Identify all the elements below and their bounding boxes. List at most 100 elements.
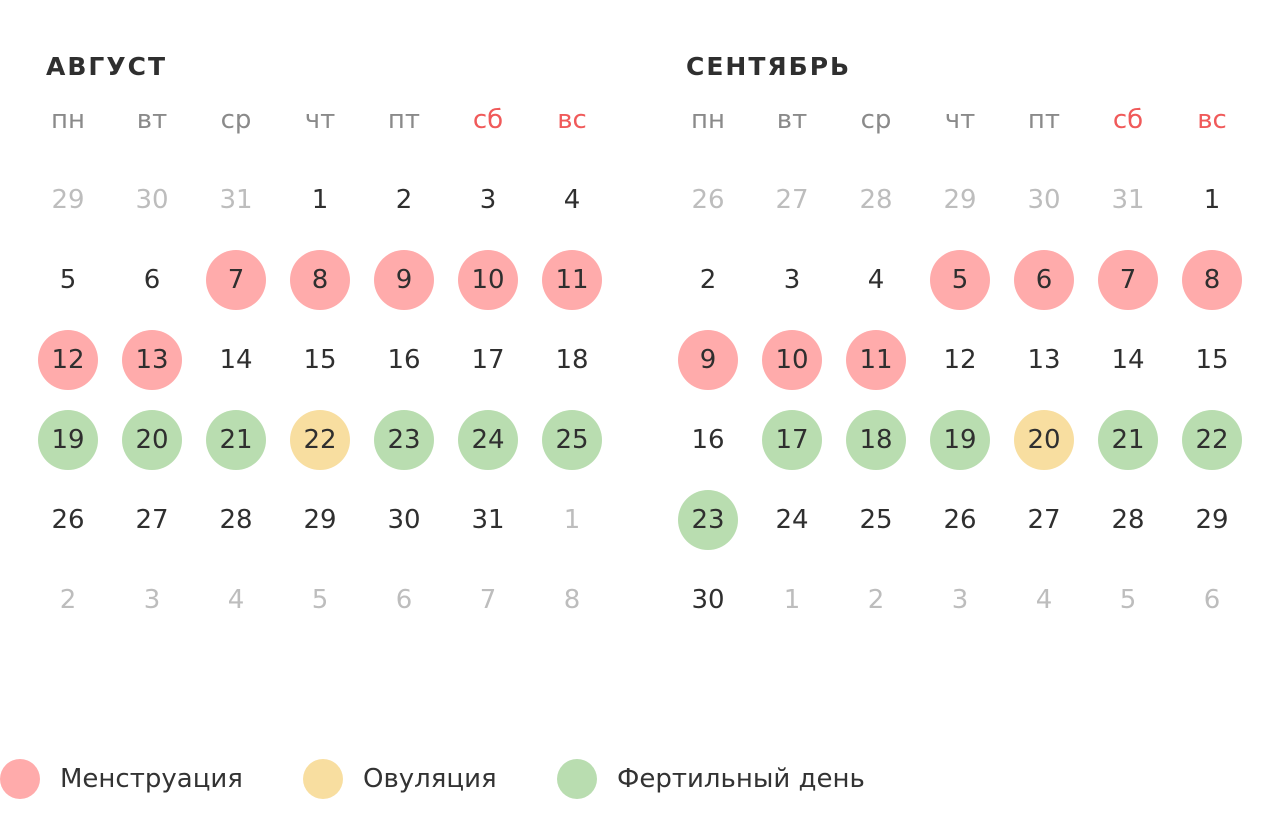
day-cell-fertile[interactable]: 23 [666,480,750,560]
day-cell[interactable]: 29 [1170,480,1254,560]
day-cell[interactable]: 6 [110,240,194,320]
day-cell-menstruation[interactable]: 5 [918,240,1002,320]
legend-label-ovulation: Овуляция [363,764,497,794]
day-cell[interactable]: 26 [26,480,110,560]
day-cell-fertile[interactable]: 21 [194,400,278,480]
day-cell-other-month[interactable]: 3 [110,560,194,640]
legend-label-menstruation: Менструация [60,764,243,794]
day-cell-other-month[interactable]: 5 [278,560,362,640]
day-number: 1 [783,585,801,615]
day-cell-other-month[interactable]: 4 [194,560,278,640]
day-cell-menstruation[interactable]: 10 [446,240,530,320]
day-cell-fertile[interactable]: 24 [446,400,530,480]
day-cell[interactable]: 4 [834,240,918,320]
day-cell-menstruation[interactable]: 6 [1002,240,1086,320]
day-cell-other-month[interactable]: 30 [1002,160,1086,240]
day-cell-menstruation[interactable]: 11 [530,240,614,320]
day-cell[interactable]: 3 [446,160,530,240]
day-cell-menstruation[interactable]: 9 [666,320,750,400]
day-cell-menstruation[interactable]: 13 [110,320,194,400]
day-cell-other-month[interactable]: 26 [666,160,750,240]
day-cell-other-month[interactable]: 31 [1086,160,1170,240]
day-cell[interactable]: 1 [278,160,362,240]
day-cell[interactable]: 2 [666,240,750,320]
day-cell-ovulation[interactable]: 22 [278,400,362,480]
legend-item-fertile: Фертильный день [557,758,865,800]
day-cell-menstruation[interactable]: 8 [1170,240,1254,320]
day-cell-fertile[interactable]: 19 [26,400,110,480]
day-number: 7 [206,250,266,310]
day-cell-menstruation[interactable]: 12 [26,320,110,400]
day-cell-other-month[interactable]: 2 [26,560,110,640]
day-cell-other-month[interactable]: 1 [750,560,834,640]
day-cell-other-month[interactable]: 29 [26,160,110,240]
day-cell[interactable]: 14 [1086,320,1170,400]
day-cell-menstruation[interactable]: 8 [278,240,362,320]
day-cell-fertile[interactable]: 18 [834,400,918,480]
day-number: 5 [311,585,329,615]
day-cell-other-month[interactable]: 6 [1170,560,1254,640]
day-cell-fertile[interactable]: 20 [110,400,194,480]
day-cell[interactable]: 17 [446,320,530,400]
weekday-label: ср [220,105,252,135]
day-cell[interactable]: 31 [446,480,530,560]
day-cell[interactable]: 15 [278,320,362,400]
day-cell-other-month[interactable]: 30 [110,160,194,240]
day-number: 20 [122,410,182,470]
day-cell-fertile[interactable]: 19 [918,400,1002,480]
day-number: 4 [867,265,885,295]
day-cell-other-month[interactable]: 7 [446,560,530,640]
day-cell[interactable]: 16 [362,320,446,400]
day-cell[interactable]: 26 [918,480,1002,560]
day-cell-other-month[interactable]: 2 [834,560,918,640]
day-cell[interactable]: 28 [194,480,278,560]
day-number: 2 [59,585,77,615]
day-number: 4 [563,185,581,215]
day-cell-other-month[interactable]: 31 [194,160,278,240]
day-number: 14 [1111,345,1145,375]
day-number: 28 [219,505,253,535]
day-cell-other-month[interactable]: 27 [750,160,834,240]
day-cell[interactable]: 18 [530,320,614,400]
day-cell[interactable]: 1 [1170,160,1254,240]
day-cell-menstruation[interactable]: 7 [194,240,278,320]
day-cell[interactable]: 24 [750,480,834,560]
day-cell-fertile[interactable]: 23 [362,400,446,480]
day-cell-fertile[interactable]: 22 [1170,400,1254,480]
weekday-label: вт [136,105,168,135]
day-cell[interactable]: 27 [1002,480,1086,560]
day-cell[interactable]: 4 [530,160,614,240]
day-cell-other-month[interactable]: 4 [1002,560,1086,640]
day-cell-other-month[interactable]: 8 [530,560,614,640]
day-cell-menstruation[interactable]: 7 [1086,240,1170,320]
day-cell-other-month[interactable]: 29 [918,160,1002,240]
day-cell-other-month[interactable]: 3 [918,560,1002,640]
day-cell-menstruation[interactable]: 11 [834,320,918,400]
day-cell[interactable]: 12 [918,320,1002,400]
day-cell-ovulation[interactable]: 20 [1002,400,1086,480]
day-cell[interactable]: 5 [26,240,110,320]
day-cell-other-month[interactable]: 28 [834,160,918,240]
day-cell[interactable]: 15 [1170,320,1254,400]
day-cell[interactable]: 16 [666,400,750,480]
day-cell[interactable]: 14 [194,320,278,400]
day-cell[interactable]: 30 [362,480,446,560]
day-cell[interactable]: 3 [750,240,834,320]
day-cell[interactable]: 28 [1086,480,1170,560]
day-cell-other-month[interactable]: 6 [362,560,446,640]
day-cell-fertile[interactable]: 17 [750,400,834,480]
day-cell-fertile[interactable]: 21 [1086,400,1170,480]
day-cell[interactable]: 27 [110,480,194,560]
day-cell-menstruation[interactable]: 10 [750,320,834,400]
day-cell-other-month[interactable]: 1 [530,480,614,560]
days-grid: 26 27 28 29 30 31 1 2 3 4 5 6 7 8 9 10 11 12 13 14 15 16 17 18 1… [666,160,1254,640]
day-cell[interactable]: 30 [666,560,750,640]
day-cell-menstruation[interactable]: 9 [362,240,446,320]
day-cell[interactable]: 29 [278,480,362,560]
day-cell-other-month[interactable]: 5 [1086,560,1170,640]
day-cell[interactable]: 25 [834,480,918,560]
day-cell[interactable]: 13 [1002,320,1086,400]
day-number: 3 [143,585,161,615]
day-cell-fertile[interactable]: 25 [530,400,614,480]
day-cell[interactable]: 2 [362,160,446,240]
